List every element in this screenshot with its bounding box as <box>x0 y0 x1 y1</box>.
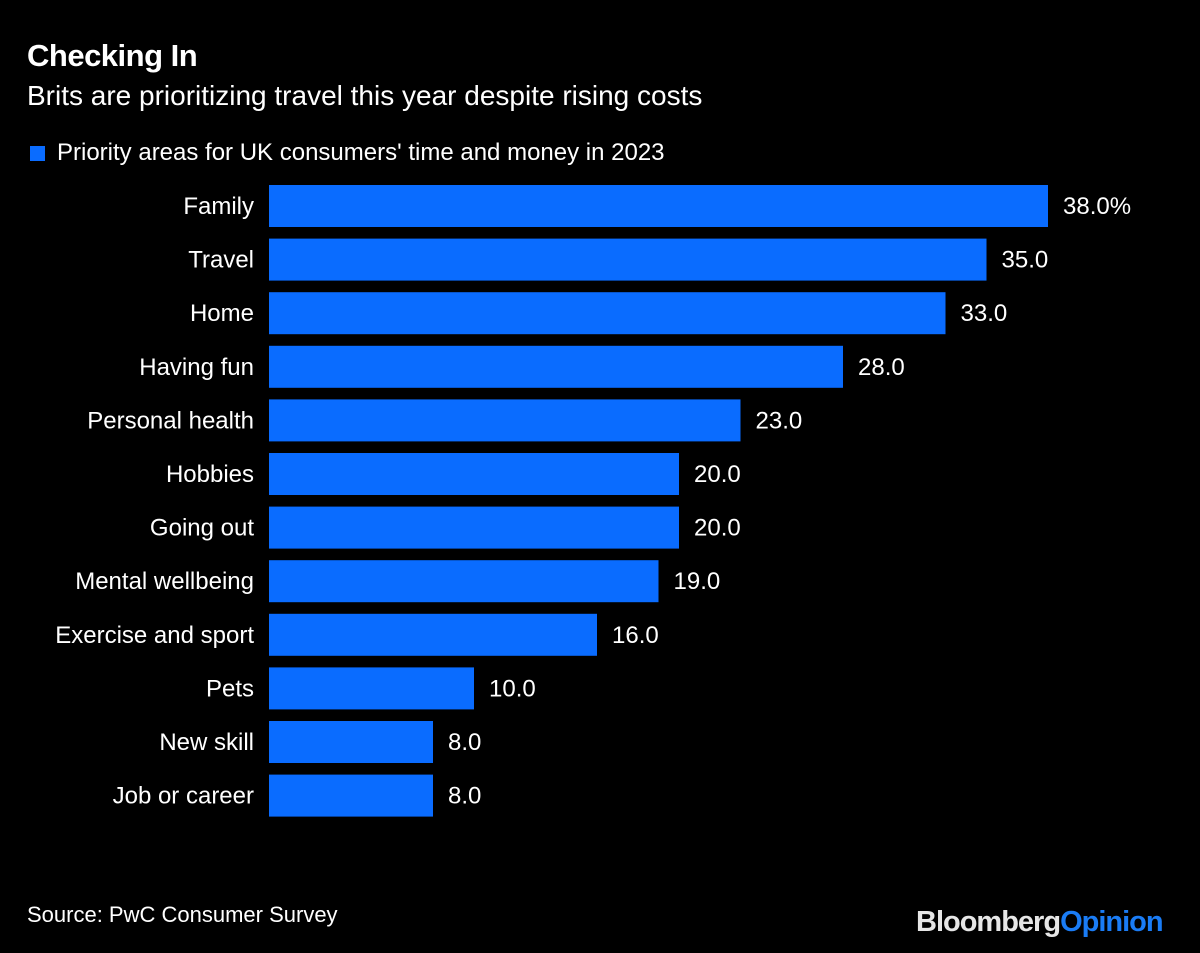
bloomberg-opinion-logo: BloombergOpinion <box>916 906 1164 938</box>
data-label: 33.0 <box>961 300 1008 327</box>
data-label: 8.0 <box>448 783 481 810</box>
bar-going-out <box>269 506 679 549</box>
data-label: 20.0 <box>694 515 741 542</box>
source-note: Source: PwC Consumer Survey <box>27 902 338 927</box>
category-label: Mental wellbeing <box>75 568 254 595</box>
bar-hobbies <box>269 453 679 495</box>
legend: Priority areas for UK consumers' time an… <box>30 139 665 167</box>
data-label: 28.0 <box>858 354 905 381</box>
data-label: 19.0 <box>674 568 721 595</box>
data-label: 23.0 <box>756 407 803 434</box>
data-label: 35.0 <box>1002 247 1049 274</box>
data-label: 8.0 <box>448 729 481 756</box>
data-label: 20.0 <box>694 461 741 488</box>
category-label: Personal health <box>87 407 254 434</box>
bar-family <box>269 185 1048 227</box>
bar-exercise-and-sport <box>269 613 597 656</box>
category-label: Going out <box>150 515 254 542</box>
bar-job-or-career <box>269 774 433 817</box>
category-label: New skill <box>159 729 254 756</box>
chart-title: Checking In <box>27 38 198 73</box>
bar-having-fun <box>269 345 843 388</box>
chart-subtitle: Brits are prioritizing travel this year … <box>27 80 703 111</box>
bar-pets <box>269 667 474 710</box>
category-label: Having fun <box>139 354 254 381</box>
category-label: Job or career <box>113 783 254 810</box>
data-label: 16.0 <box>612 622 659 649</box>
category-label: Family <box>183 193 254 220</box>
bar-home <box>269 292 946 335</box>
category-label: Home <box>190 300 254 327</box>
bar-new-skill <box>269 721 433 763</box>
bar-mental-wellbeing <box>269 560 659 603</box>
category-label: Travel <box>188 247 254 274</box>
data-label: 10.0 <box>489 675 536 702</box>
bar-travel <box>269 238 987 281</box>
category-label: Exercise and sport <box>55 622 254 649</box>
data-label: 38.0% <box>1063 193 1131 220</box>
bar-personal-health <box>269 399 741 442</box>
category-label: Hobbies <box>166 461 254 488</box>
category-label: Pets <box>206 675 254 702</box>
legend-label: Priority areas for UK consumers' time an… <box>57 139 665 166</box>
legend-swatch <box>30 145 45 161</box>
